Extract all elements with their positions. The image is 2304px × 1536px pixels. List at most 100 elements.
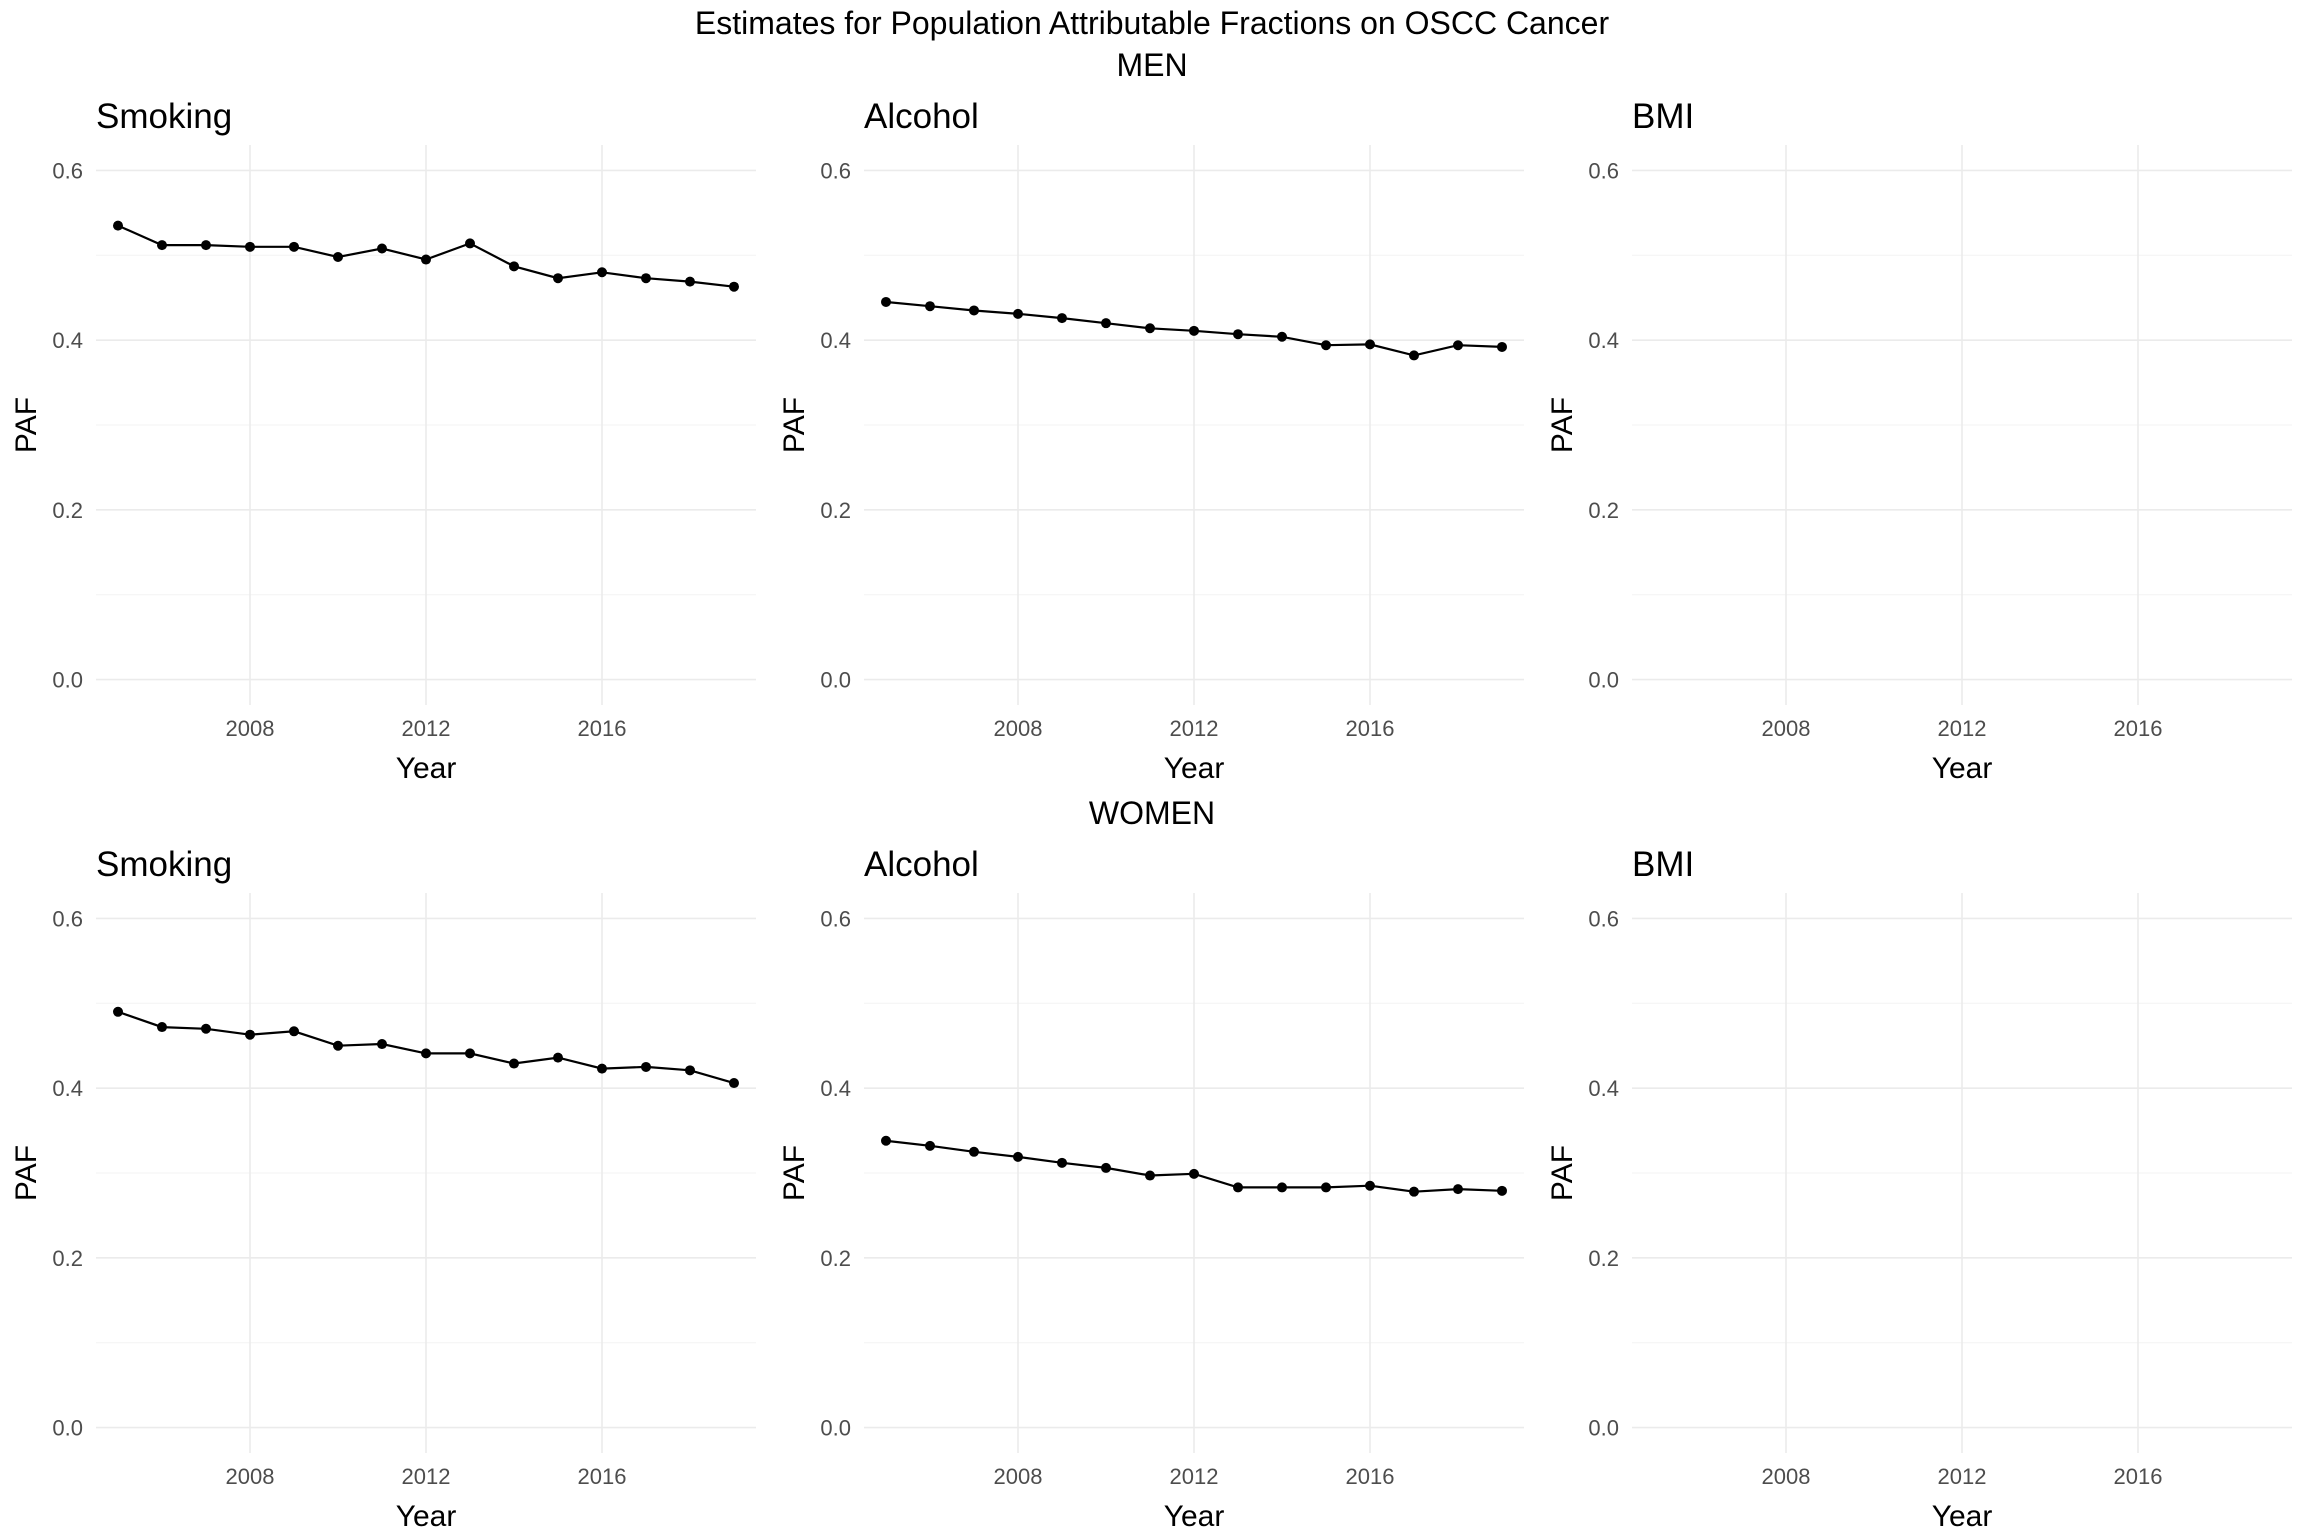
data-point <box>553 273 563 284</box>
y-tick-label: 0.4 <box>52 1076 83 1101</box>
y-tick-label: 0.4 <box>1588 328 1619 353</box>
data-point <box>1321 1182 1331 1193</box>
panel-women-alcohol: 2008 2012 2016 0.0 0.2 0.4 0.6 Alcohol Year PAF <box>778 845 1524 1533</box>
panel-men-smoking: 2008 2012 2016 0.0 0.2 0.4 0.6 Smoking Year PAF <box>10 97 756 785</box>
data-point <box>1497 1185 1507 1196</box>
data-point <box>1453 1184 1463 1195</box>
y-tick-label: 0.2 <box>52 498 83 523</box>
x-tick-label: 2008 <box>994 1464 1043 1489</box>
data-point <box>685 1065 695 1076</box>
y-tick-label: 0.6 <box>52 906 83 931</box>
data-point <box>685 276 695 287</box>
x-tick-label: 2016 <box>1346 716 1395 741</box>
y-tick-label: 0.2 <box>820 1246 851 1271</box>
data-point <box>925 301 935 312</box>
panel-men-bmi: 2008 2012 2016 0.0 0.2 0.4 0.6 BMI Year PAF <box>1546 97 2292 785</box>
data-point <box>969 305 979 316</box>
panel-title: Smoking <box>96 845 232 884</box>
y-tick-label: 0.2 <box>1588 498 1619 523</box>
x-tick-label: 2012 <box>1938 1464 1987 1489</box>
x-tick-label: 2016 <box>2114 716 2163 741</box>
y-tick-label: 0.0 <box>1588 1416 1619 1441</box>
data-point <box>289 241 299 252</box>
y-tick-label: 0.0 <box>1588 668 1619 693</box>
y-tick-label: 0.0 <box>820 1416 851 1441</box>
x-tick-label: 2016 <box>578 716 627 741</box>
data-point <box>641 273 651 284</box>
section-title-men: MEN <box>1116 47 1187 83</box>
y-axis-title: PAF <box>778 397 811 453</box>
y-axis-title: PAF <box>1546 1145 1579 1201</box>
y-tick-label: 0.2 <box>820 498 851 523</box>
y-axis-title: PAF <box>10 1145 43 1201</box>
y-tick-label: 0.2 <box>52 1246 83 1271</box>
y-tick-label: 0.4 <box>1588 1076 1619 1101</box>
x-tick-label: 2016 <box>2114 1464 2163 1489</box>
data-point <box>1101 318 1111 329</box>
y-tick-label: 0.2 <box>1588 1246 1619 1271</box>
panel-title: BMI <box>1632 845 1694 884</box>
data-point <box>509 261 519 272</box>
y-tick-label: 0.6 <box>1588 906 1619 931</box>
section-title-women: WOMEN <box>1089 795 1215 831</box>
x-axis-title: Year <box>396 1500 457 1533</box>
data-point <box>1409 1186 1419 1197</box>
x-tick-label: 2008 <box>1762 716 1811 741</box>
data-point <box>1321 340 1331 351</box>
data-point <box>641 1061 651 1072</box>
y-tick-label: 0.4 <box>820 328 851 353</box>
panel-women-smoking: 2008 2012 2016 0.0 0.2 0.4 0.6 Smoking Year PAF <box>10 845 756 1533</box>
data-point <box>969 1146 979 1157</box>
data-point <box>333 1040 343 1051</box>
x-tick-label: 2008 <box>994 716 1043 741</box>
data-point <box>881 1135 891 1146</box>
x-axis-title: Year <box>1164 1500 1225 1533</box>
panel-men-alcohol: 2008 2012 2016 0.0 0.2 0.4 0.6 Alcohol Year PAF <box>778 97 1524 785</box>
data-point <box>509 1058 519 1069</box>
x-tick-label: 2012 <box>402 1464 451 1489</box>
x-tick-label: 2012 <box>1170 1464 1219 1489</box>
y-tick-label: 0.4 <box>52 328 83 353</box>
x-tick-label: 2008 <box>226 1464 275 1489</box>
y-tick-label: 0.0 <box>52 668 83 693</box>
data-point <box>597 1063 607 1074</box>
y-tick-label: 0.6 <box>52 158 83 183</box>
panel-women-bmi: 2008 2012 2016 0.0 0.2 0.4 0.6 BMI Year PAF <box>1546 845 2292 1533</box>
y-tick-label: 0.6 <box>820 158 851 183</box>
y-tick-label: 0.6 <box>1588 158 1619 183</box>
data-point <box>377 243 387 254</box>
data-point <box>421 1048 431 1059</box>
y-tick-label: 0.0 <box>52 1416 83 1441</box>
data-point <box>1013 1151 1023 1162</box>
y-tick-label: 0.0 <box>820 668 851 693</box>
x-axis-title: Year <box>396 752 457 785</box>
data-point <box>597 267 607 278</box>
x-axis-title: Year <box>1164 752 1225 785</box>
data-point <box>465 238 475 249</box>
data-point <box>1277 1182 1287 1193</box>
data-point <box>157 1022 167 1033</box>
y-tick-label: 0.4 <box>820 1076 851 1101</box>
data-point <box>333 252 343 262</box>
x-tick-label: 2012 <box>1938 716 1987 741</box>
data-point <box>465 1048 475 1059</box>
data-point <box>1365 1180 1375 1191</box>
data-point <box>201 1023 211 1034</box>
x-tick-label: 2016 <box>1346 1464 1395 1489</box>
x-tick-label: 2012 <box>402 716 451 741</box>
y-axis-title: PAF <box>1546 397 1579 453</box>
data-point <box>881 296 891 307</box>
data-point <box>1189 325 1199 336</box>
x-tick-label: 2008 <box>1762 1464 1811 1489</box>
data-point <box>1409 350 1419 361</box>
panel-title: BMI <box>1632 97 1694 136</box>
data-point <box>245 1029 255 1040</box>
data-point <box>1365 339 1375 350</box>
data-point <box>1145 1170 1155 1181</box>
data-point <box>1497 341 1507 352</box>
data-point <box>1453 340 1463 351</box>
panel-title: Alcohol <box>864 97 979 136</box>
y-axis-title: PAF <box>10 397 43 453</box>
data-point <box>1013 308 1023 319</box>
